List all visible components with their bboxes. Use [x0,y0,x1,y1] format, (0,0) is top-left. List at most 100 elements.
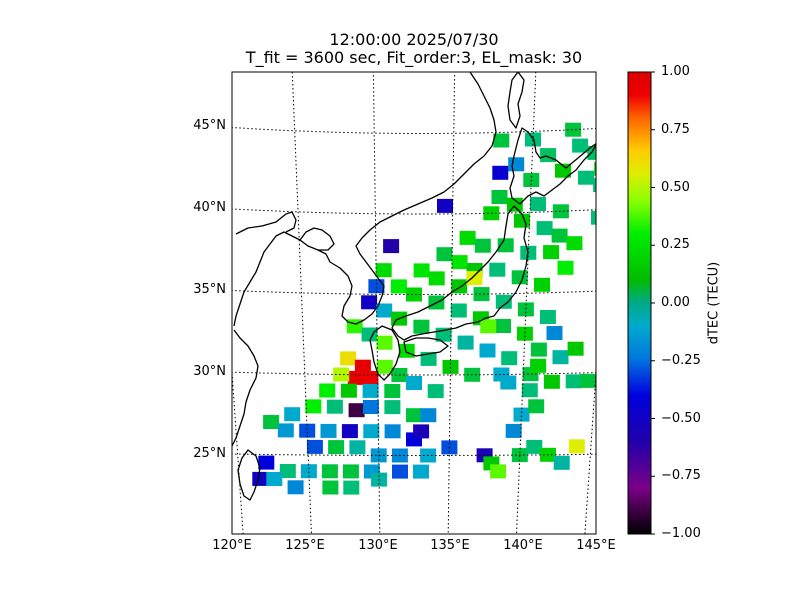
lon-tick-label: 140°E [503,538,543,553]
coastline-hokkaido [509,127,596,205]
colorbar-tick-label: 0.75 [661,122,690,137]
dtec-cell [284,407,301,422]
dtec-cell [266,472,283,486]
dtec-cell [543,245,560,260]
meridian-line [232,365,244,534]
meridian-line [291,72,313,534]
dtec-cell [490,464,507,479]
meridian-line [584,365,596,534]
lat-tick-label: 25°N [193,446,226,461]
dtec-cell [279,464,296,478]
dtec-cell [420,351,437,366]
dtec-cell [511,270,528,285]
colorbar-ticks [651,71,655,535]
coastline-taiwan [237,449,261,501]
dtec-cell [568,439,585,454]
meridian-line [120,0,183,600]
dtec-cell [539,310,556,324]
dtec-cell [493,367,510,382]
colorbar-tick-label: 0.50 [661,180,690,195]
colorbar-tick-label: 0.00 [661,295,690,310]
dtec-cell [428,271,445,286]
coastline-china-east [232,329,259,447]
dtec-cell [263,415,280,429]
coastline-honshu [391,205,529,341]
dtec-cell [420,408,437,423]
dtec-cell [580,373,596,388]
dtec-cell [406,287,422,302]
dtec-cell [436,247,453,262]
dtec-cell [594,161,596,176]
dtec-cell [383,239,400,254]
dtec-cell [534,277,550,292]
map-frame [231,71,597,535]
dtec-cell [342,464,359,479]
dtec-cell [320,423,337,438]
colorbar-gradient [628,72,651,534]
colorbar-tick-label: 0.25 [661,237,690,252]
dtec-cell [349,440,366,455]
coastline-korea-bay [299,227,335,251]
colorbar-tick-label: 1.00 [661,64,690,79]
colorbar-tick-label: −0.25 [661,353,701,368]
dtec-cell [384,384,401,398]
dtec-cell [536,221,553,236]
dtec-cell [413,319,430,334]
dtec-cell [491,190,508,204]
lon-tick-label: 130°E [358,538,398,553]
dtec-cell [572,138,589,153]
dtec-cell [543,374,560,389]
dtec-cell [505,423,522,438]
dtec-cell [552,350,569,365]
dtec-cell [362,371,379,385]
dtec-cell [516,326,533,341]
dtec-cell [517,302,534,317]
dtec-cell [565,374,582,389]
colorbar [627,71,655,535]
colorbar-tick-label: −0.75 [661,468,701,483]
lon-tick-label: 120°E [212,538,252,553]
lat-tick-label: 45°N [193,118,226,133]
dtec-cell [553,455,570,470]
dtec-cell [306,439,323,454]
dtec-cell [528,399,545,414]
dtec-cell [546,326,563,340]
dtec-cell [376,335,393,350]
dtec-cell [300,464,317,479]
figure-title: 12:00:00 2025/07/30 [329,30,499,49]
dtec-cell [299,423,316,438]
dtec-cell [480,319,497,334]
dtec-cell [596,202,612,216]
dtec-cell [348,403,365,418]
dtec-cell [442,359,459,374]
dtec-cell [427,384,444,399]
dtec-cell [362,400,379,414]
lon-tick-label: 125°E [285,538,325,553]
meridian-line [372,72,381,534]
dtec-cell [466,271,483,286]
dtec-cell [493,133,510,148]
dtec-cell [406,376,422,390]
dtec-cell [413,464,429,479]
dtec-cell [578,170,594,185]
dtec-cell [497,238,514,253]
dtec-cell [506,197,523,212]
dtec-cell [530,342,547,357]
dtec-cell [322,480,339,495]
dtec-cell [252,471,269,486]
dtec-cell [347,370,364,385]
dtec-cell [567,341,584,356]
dtec-cell [593,178,596,193]
dtec-cell [413,424,430,439]
dtec-cell [341,424,358,439]
dtec-cell [340,383,357,398]
coastline-shikoku [403,337,449,357]
dtec-cell [375,263,392,278]
dtec-cell [384,424,401,439]
dtec-cell [354,359,371,374]
dtec-cell [479,343,496,358]
dtec-cell [406,408,422,423]
dtec-cell [530,358,547,373]
